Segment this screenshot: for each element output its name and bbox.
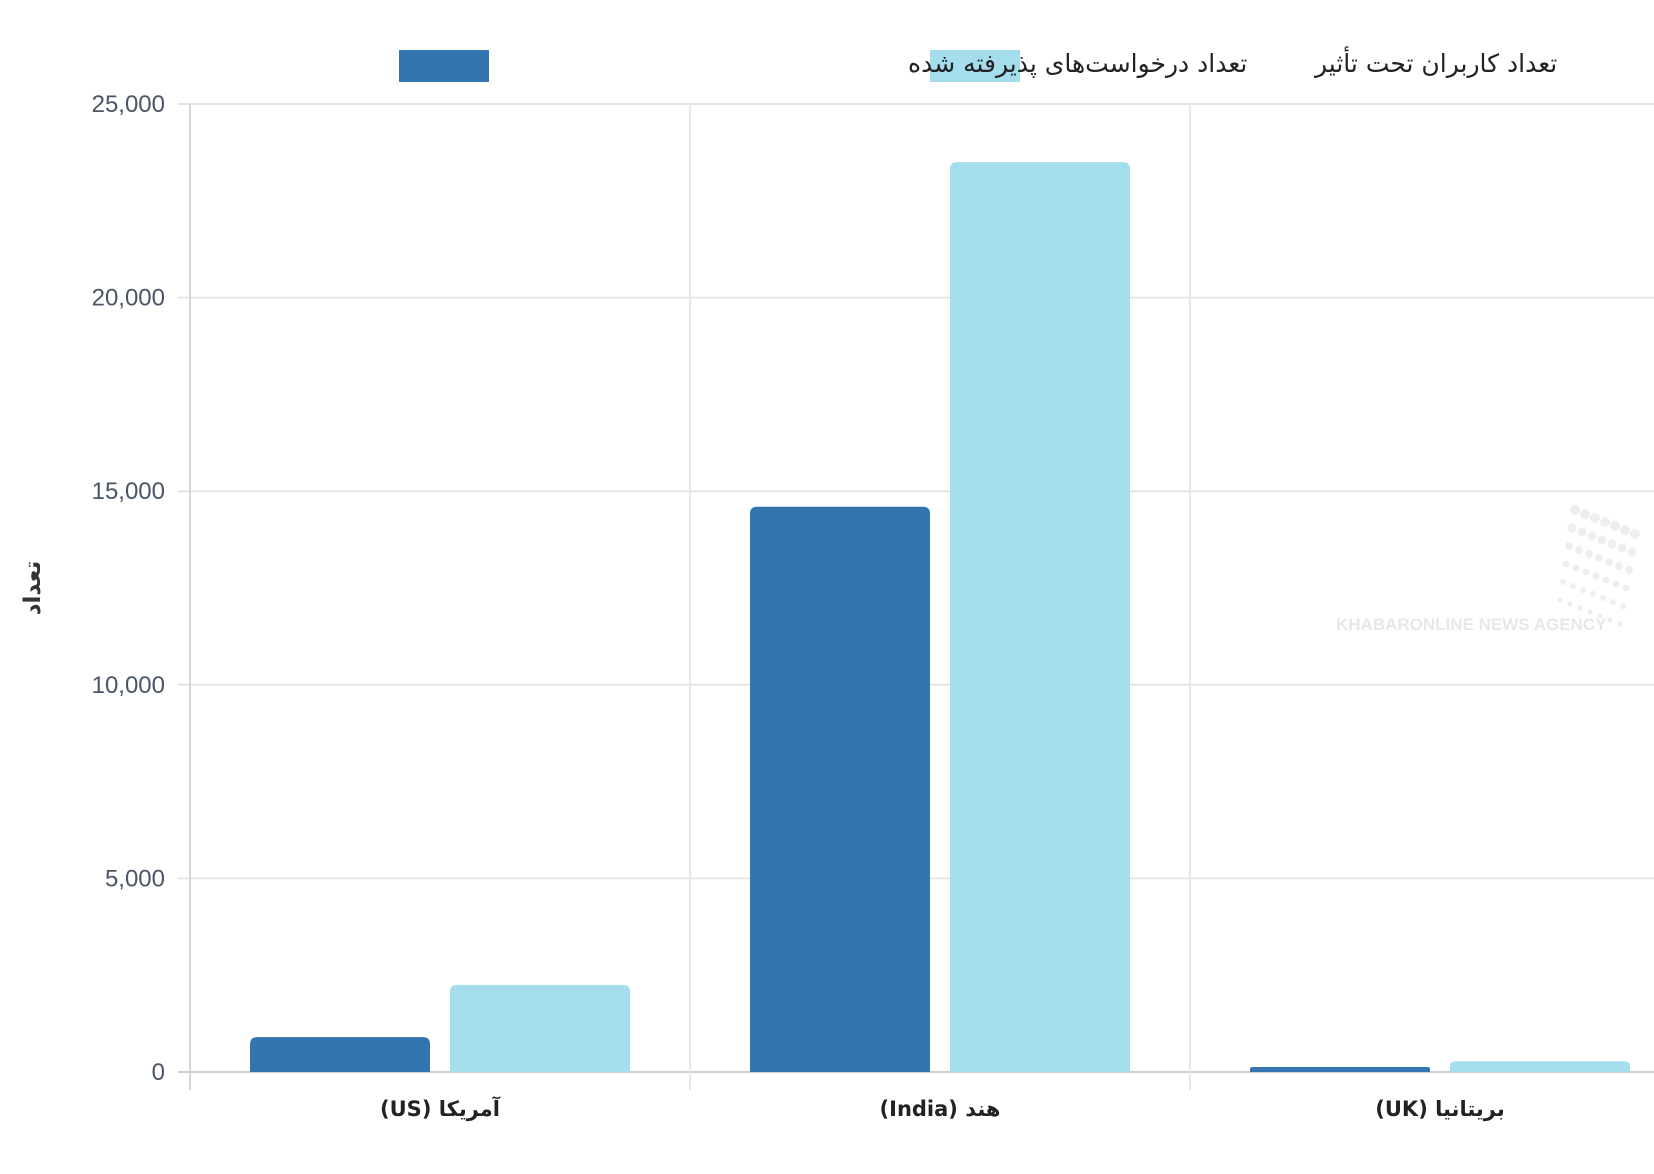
watermark-dot — [1625, 566, 1633, 574]
watermark-dot — [1600, 517, 1610, 527]
watermark-dot — [1590, 591, 1596, 597]
watermark-dot — [1610, 521, 1620, 531]
watermark-dot — [1620, 525, 1630, 535]
legend-label-affected-users: تعداد کاربران تحت تأثیر — [1313, 45, 1557, 78]
watermark-text: KHABARONLINE NEWS AGENCY — [1336, 615, 1607, 634]
bar-affected-users — [450, 984, 630, 1072]
y-axis-label: تعداد — [20, 561, 46, 616]
y-tick-label: 20,000 — [92, 285, 165, 312]
watermark-dot — [1592, 572, 1600, 580]
watermark-dot — [1627, 547, 1637, 557]
watermark-dot — [1602, 576, 1610, 584]
watermark-logo: KHABARONLINE NEWS AGENCY — [1336, 505, 1640, 634]
watermark-dot — [1597, 535, 1607, 545]
watermark-dot — [1600, 595, 1606, 601]
watermark-dot — [1582, 568, 1590, 576]
watermark-dot — [1630, 529, 1640, 539]
watermark-dot — [1617, 543, 1627, 553]
watermark-dot — [1617, 621, 1623, 627]
watermark-dot — [1562, 560, 1570, 568]
legend-swatch-affected-users — [930, 50, 1020, 82]
watermark-dot — [1580, 587, 1586, 593]
watermark-dot — [1565, 542, 1573, 550]
y-tick-label: 25,000 — [92, 91, 165, 118]
watermark-dot — [1605, 558, 1613, 566]
watermark-dot — [1587, 609, 1593, 615]
watermark-dot — [1607, 617, 1613, 623]
x-tick-label: آمریکا (US) — [380, 1096, 501, 1121]
watermark-dot — [1597, 613, 1603, 619]
y-tick-label: 0 — [152, 1059, 165, 1086]
watermark-dot — [1567, 601, 1573, 607]
watermark-dot — [1610, 599, 1616, 605]
watermark-dot — [1580, 509, 1590, 519]
watermark-dot — [1612, 580, 1620, 588]
watermark-dot — [1570, 505, 1580, 515]
y-tick-label: 10,000 — [92, 672, 165, 699]
watermark-dot — [1595, 554, 1603, 562]
watermark-dot — [1557, 597, 1563, 603]
watermark-dot — [1572, 564, 1580, 572]
watermark-dot — [1622, 584, 1630, 592]
bar-accepted-requests — [750, 506, 930, 1072]
watermark-dot — [1577, 605, 1583, 611]
watermark-dot — [1585, 550, 1593, 558]
bar-affected-users — [1450, 1061, 1630, 1072]
y-tick-label: 5,000 — [105, 865, 165, 892]
y-tick-label: 15,000 — [92, 478, 165, 505]
bar-accepted-requests — [1250, 1066, 1430, 1072]
watermark-dot — [1615, 562, 1623, 570]
watermark-dot — [1560, 579, 1566, 585]
watermark-dot — [1590, 513, 1600, 523]
watermark-dot — [1575, 546, 1583, 554]
bar-accepted-requests — [250, 1037, 430, 1072]
watermark-dot — [1577, 527, 1587, 537]
watermark-dot — [1607, 539, 1617, 549]
watermark-dot — [1620, 603, 1626, 609]
x-tick-label: هند (India) — [880, 1097, 1001, 1121]
watermark-dot — [1587, 531, 1597, 541]
legend-swatch-accepted-requests — [399, 50, 489, 82]
x-tick-label: بریتانیا (UK) — [1375, 1097, 1504, 1121]
legend-label-accepted-requests: تعداد درخواست‌های پذیرفته شده — [908, 49, 1247, 78]
watermark-dot — [1567, 523, 1577, 533]
watermark-dot — [1570, 583, 1576, 589]
bar-affected-users — [950, 162, 1130, 1072]
